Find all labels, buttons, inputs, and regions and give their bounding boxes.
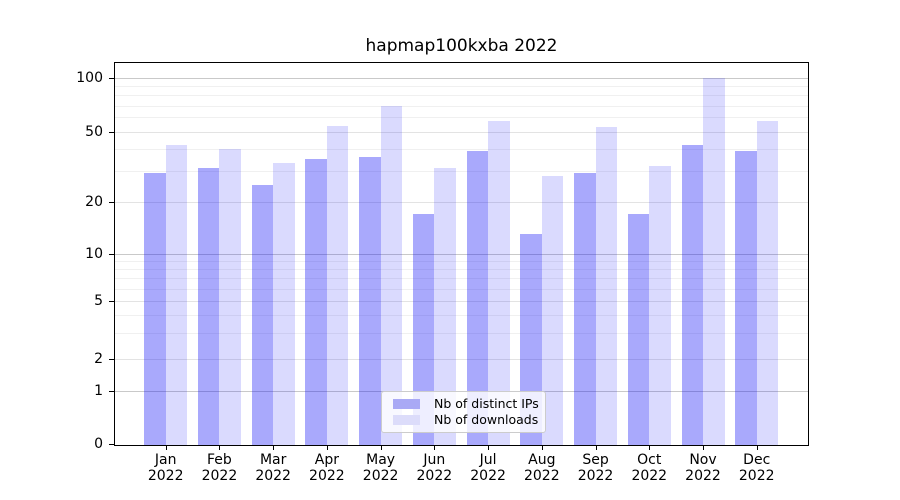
legend-label: Nb of distinct IPs: [434, 396, 539, 411]
x-tick-mark: [165, 446, 167, 450]
y-tick-mark: [109, 202, 114, 203]
y-gridline: [115, 86, 808, 88]
bar-distinct-ips-8: [574, 173, 596, 445]
y-tick-mark: [109, 131, 114, 133]
bar-distinct-ips-6: [466, 150, 489, 445]
legend-item-downloads: Nb of downloads: [393, 412, 539, 428]
y-tick-label: 20: [85, 194, 103, 210]
y-gridline: [115, 301, 808, 302]
y-gridline: [115, 202, 808, 203]
plot-area: [114, 62, 809, 446]
y-tick-label: 2: [94, 351, 103, 367]
bar-downloads-10: [703, 78, 725, 445]
y-gridline: [115, 333, 808, 335]
x-tick-mark: [326, 446, 328, 450]
y-tick-label: 100: [76, 70, 103, 86]
x-tick-mark: [541, 446, 543, 450]
y-tick-label: 5: [94, 293, 103, 309]
chart-title: hapmap100kxba 2022: [365, 36, 558, 56]
bar-downloads-2: [273, 163, 295, 445]
y-gridline: [115, 288, 808, 290]
y-tick-label: 50: [85, 123, 103, 140]
x-tick-label: May 2022: [362, 452, 399, 484]
bar-distinct-ips-4: [359, 156, 381, 445]
y-tick-mark: [109, 443, 114, 445]
y-gridline: [115, 269, 808, 271]
y-tick-mark: [109, 390, 114, 392]
legend-swatch-downloads: [393, 415, 420, 425]
x-tick-label: Jul 2022: [470, 452, 506, 484]
y-tick-label: 1: [94, 382, 103, 399]
bar-distinct-ips-5: [412, 214, 435, 445]
x-tick-mark: [595, 446, 597, 450]
x-tick-label: Jan 2022: [147, 452, 184, 484]
y-tick-label: 10: [85, 246, 103, 262]
bar-downloads-3: [326, 125, 349, 445]
y-tick-label: 0: [94, 435, 103, 452]
y-gridline: [115, 105, 808, 107]
y-gridline: [115, 254, 808, 255]
bar-downloads-4: [380, 105, 403, 445]
x-tick-mark: [380, 446, 382, 450]
x-tick-label: Nov 2022: [685, 452, 721, 484]
y-gridline: [115, 117, 808, 119]
bar-distinct-ips-9: [627, 214, 650, 445]
x-tick-mark: [219, 446, 221, 450]
x-tick-label: Sep 2022: [577, 452, 614, 484]
x-tick-label: Apr 2022: [309, 452, 345, 484]
y-tick-mark: [109, 301, 114, 302]
bar-distinct-ips-1: [197, 168, 220, 445]
y-tick-mark: [109, 78, 114, 79]
bar-downloads-5: [434, 168, 456, 445]
x-tick-mark: [488, 446, 490, 450]
bar-distinct-ips-10: [681, 144, 703, 445]
x-tick-label: Mar 2022: [255, 452, 291, 484]
legend: Nb of distinct IPs Nb of downloads: [381, 391, 546, 433]
bar-downloads-9: [649, 165, 671, 445]
legend-label: Nb of downloads: [434, 412, 539, 427]
legend-item-distinct-ips: Nb of distinct IPs: [393, 396, 539, 412]
x-tick-mark: [756, 446, 758, 450]
bar-distinct-ips-2: [251, 184, 274, 445]
x-tick-label: Jun 2022: [416, 452, 453, 484]
y-gridline: [115, 148, 808, 150]
bar-downloads-8: [595, 127, 618, 445]
y-gridline: [115, 315, 808, 317]
bar-distinct-ips-11: [735, 150, 757, 445]
y-gridline: [115, 261, 808, 263]
y-gridline: [115, 278, 808, 280]
x-tick-mark: [649, 446, 651, 450]
legend-swatch-distinct-ips: [393, 399, 420, 409]
y-gridline: [115, 78, 808, 79]
bar-downloads-1: [219, 148, 241, 445]
x-tick-label: Feb 2022: [201, 452, 238, 484]
x-tick-label: Oct 2022: [631, 452, 668, 484]
y-gridline: [115, 131, 808, 133]
y-gridline: [115, 170, 808, 172]
x-tick-label: Dec 2022: [738, 452, 775, 484]
bar-distinct-ips-0: [144, 173, 166, 445]
y-gridline: [115, 95, 808, 97]
bar-downloads-6: [488, 121, 510, 445]
bar-downloads-11: [756, 121, 779, 445]
y-tick-mark: [109, 359, 114, 360]
y-gridline: [115, 359, 808, 360]
x-tick-mark: [273, 446, 275, 450]
x-tick-mark: [703, 446, 704, 450]
y-tick-mark: [109, 254, 114, 255]
bar-distinct-ips-3: [305, 158, 327, 445]
x-tick-mark: [434, 446, 436, 450]
bar-downloads-7: [541, 176, 564, 445]
bar-downloads-0: [165, 144, 188, 445]
x-tick-label: Aug 2022: [523, 452, 560, 484]
